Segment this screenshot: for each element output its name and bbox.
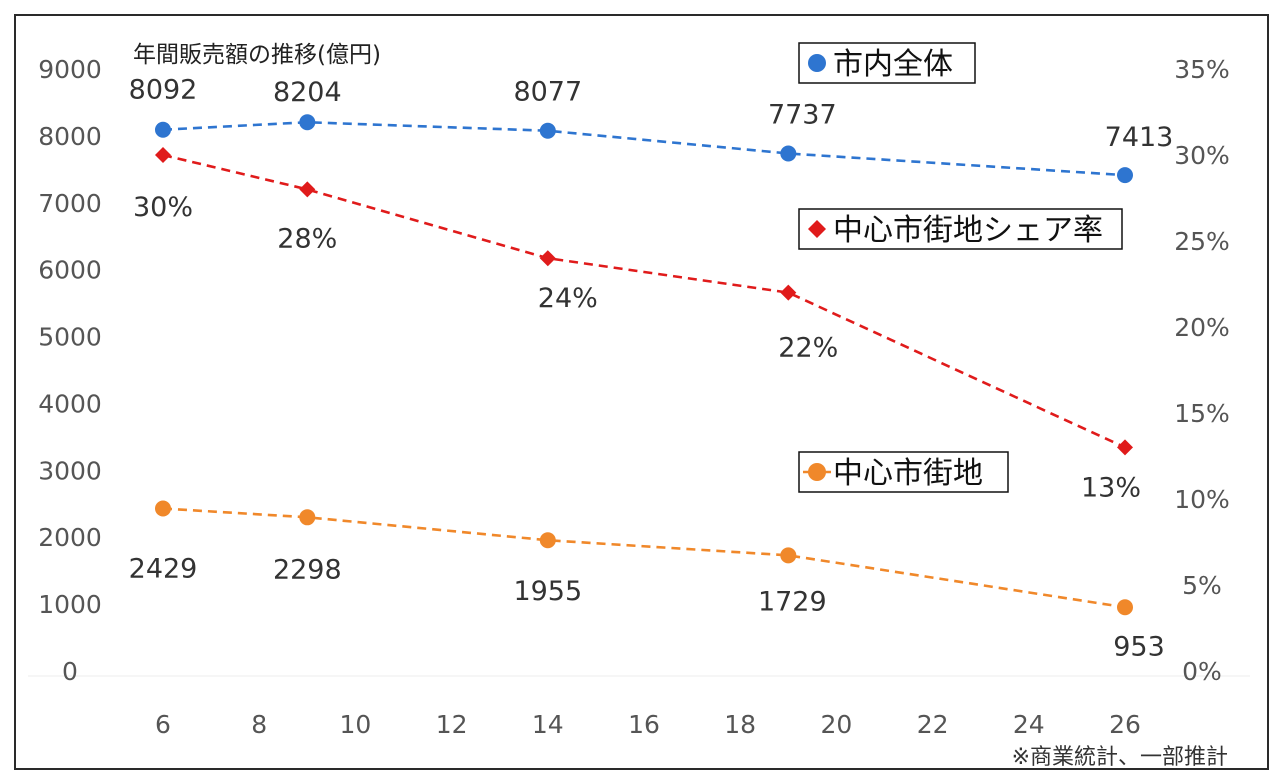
series-line-1: [162, 153, 1126, 449]
data-point-circle: [539, 122, 556, 139]
legend-label: 市内全体: [833, 47, 953, 82]
y-right-tick-label: 15%: [1174, 399, 1230, 428]
data-point-circle: [155, 121, 171, 138]
data-label: 13%: [1081, 472, 1141, 503]
x-tick-label: 10: [339, 710, 371, 739]
x-tick-label: 16: [628, 710, 660, 739]
y-left-tick-label: 2000: [38, 523, 102, 552]
data-point-diamond: [155, 147, 171, 163]
x-tick-label: 12: [436, 710, 468, 739]
source-note: ※商業統計、一部推計: [1012, 745, 1228, 770]
y-right-tick-label: 0%: [1182, 657, 1222, 686]
y-right-tick-label: 35%: [1174, 55, 1230, 84]
x-tick-label: 8: [251, 710, 267, 739]
data-point-circle: [539, 532, 556, 549]
legend-label: 中心市街地: [833, 456, 983, 491]
data-label: 30%: [133, 192, 193, 223]
y-left-tick-label: 7000: [38, 189, 102, 218]
data-label: 8077: [513, 77, 582, 108]
x-tick-label: 22: [917, 710, 949, 739]
data-point-circle: [780, 547, 797, 564]
y-left-tick-label: 9000: [38, 55, 102, 84]
y-left-tick-label: 3000: [38, 456, 102, 485]
y-left-tick-label: 0: [62, 657, 78, 686]
series-line-2: [162, 507, 1126, 609]
legend-marker-diamond: [808, 220, 826, 238]
y-left-tick-label: 8000: [38, 122, 102, 151]
legend-marker-circle: [808, 54, 826, 72]
y-right-tick-label: 10%: [1174, 485, 1230, 514]
x-tick-label: 20: [820, 710, 852, 739]
legend-box: [798, 208, 1123, 250]
legend-label: 中心市街地シェア率: [833, 213, 1103, 248]
y-left-tick-label: 4000: [38, 389, 102, 418]
data-point-circle: [299, 509, 316, 526]
data-point-diamond: [299, 181, 316, 198]
y-right-tick-label: 20%: [1174, 313, 1230, 342]
data-point-diamond: [780, 284, 797, 301]
data-label: 7737: [768, 99, 837, 130]
y-left-tick-label: 5000: [38, 323, 102, 352]
x-tick-label: 14: [532, 710, 564, 739]
data-label: 22%: [778, 333, 838, 364]
data-point-diamond: [1117, 439, 1133, 456]
x-tick-label: 18: [724, 710, 756, 739]
y-left-tick-label: 6000: [38, 256, 102, 285]
data-label: 8204: [273, 77, 342, 108]
series-line-0: [162, 120, 1126, 177]
data-label: 2298: [273, 554, 342, 585]
legend-marker-circle: [808, 463, 826, 481]
data-point-circle: [1117, 167, 1133, 184]
y-left-tick-label: 1000: [38, 590, 102, 619]
data-point-circle: [1117, 599, 1133, 616]
chart-title: 年間販売額の推移(億円): [133, 42, 381, 68]
data-label: 953: [1113, 631, 1165, 662]
legend-box: [798, 42, 976, 84]
y-right-tick-label: 30%: [1174, 141, 1230, 170]
y-right-tick-label: 5%: [1182, 571, 1222, 600]
data-label: 1729: [758, 586, 827, 617]
data-label: 8092: [129, 75, 198, 106]
x-tick-label: 26: [1109, 710, 1141, 739]
chart-frame: [14, 14, 1269, 770]
data-point-diamond: [539, 250, 556, 267]
data-label: 1955: [513, 576, 582, 607]
data-point-circle: [155, 500, 171, 517]
data-point-circle: [299, 114, 316, 131]
legend-box: [798, 451, 1009, 493]
data-label: 28%: [277, 223, 337, 254]
data-label: 2429: [129, 554, 198, 585]
data-label: 24%: [538, 283, 598, 314]
x-tick-label: 6: [155, 710, 171, 739]
y-right-tick-label: 25%: [1174, 227, 1230, 256]
data-point-circle: [780, 145, 797, 162]
x-tick-label: 24: [1013, 710, 1045, 739]
data-label: 7413: [1105, 122, 1174, 153]
